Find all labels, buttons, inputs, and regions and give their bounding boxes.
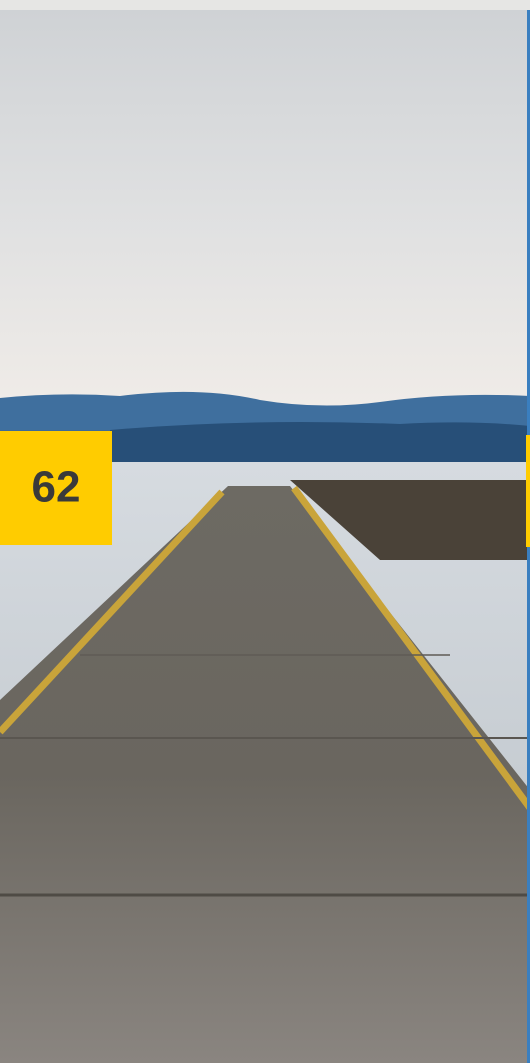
next-badge-edge <box>526 435 530 547</box>
top-strip <box>0 0 530 10</box>
badge-number: 62 <box>32 463 81 512</box>
sky <box>0 10 530 410</box>
badge: 62 <box>0 431 112 545</box>
page: 62 (() => { const data = JSON.parse(docu… <box>0 0 530 1063</box>
slide: 62 <box>0 0 530 1063</box>
near-hills <box>110 422 530 462</box>
